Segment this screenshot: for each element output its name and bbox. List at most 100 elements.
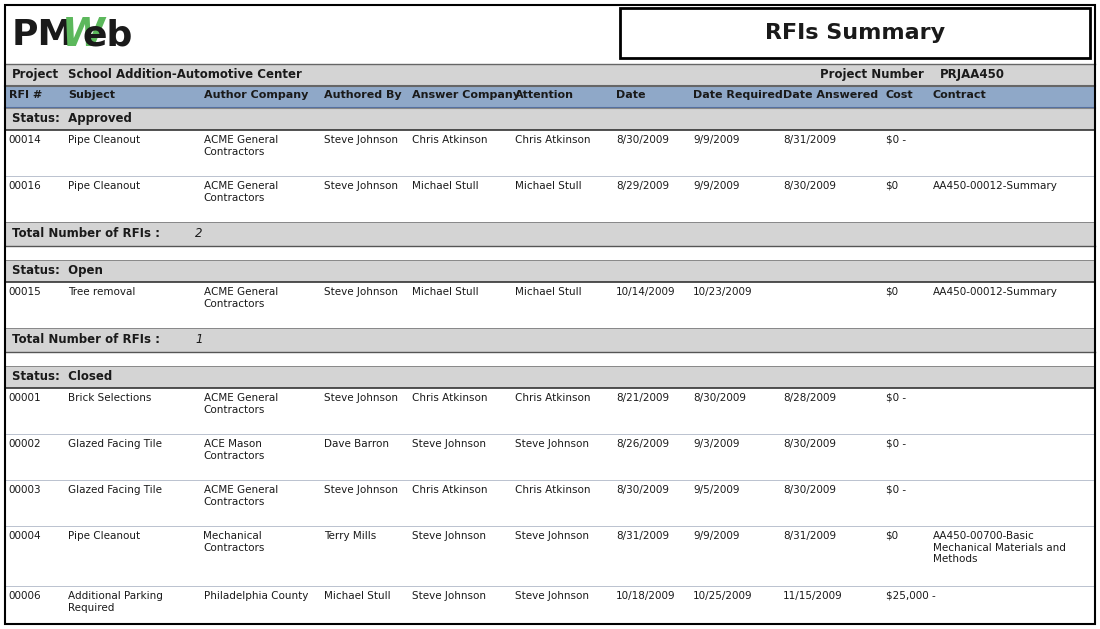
- Text: 9/9/2009: 9/9/2009: [693, 181, 739, 191]
- Text: Glazed Facing Tile: Glazed Facing Tile: [68, 485, 162, 495]
- Bar: [6, 526, 1094, 586]
- Bar: [6, 352, 1094, 366]
- Text: Steve Johnson: Steve Johnson: [324, 287, 398, 297]
- Text: Answer Company: Answer Company: [412, 90, 520, 100]
- Text: Steve Johnson: Steve Johnson: [515, 531, 589, 541]
- Bar: [6, 130, 1094, 176]
- Bar: [6, 480, 1094, 526]
- Bar: [6, 246, 1094, 260]
- Text: Michael Stull: Michael Stull: [515, 287, 582, 297]
- Text: PM: PM: [12, 18, 75, 52]
- Bar: [6, 586, 1094, 629]
- Text: AA450-00012-Summary: AA450-00012-Summary: [933, 181, 1058, 191]
- Text: RFIs Summary: RFIs Summary: [764, 23, 945, 43]
- Text: Status:  Closed: Status: Closed: [12, 370, 112, 383]
- Text: 8/30/2009: 8/30/2009: [783, 181, 836, 191]
- Text: Pipe Cleanout: Pipe Cleanout: [68, 181, 141, 191]
- Text: Additional Parking
Required: Additional Parking Required: [68, 591, 163, 613]
- Text: PRJAA450: PRJAA450: [940, 68, 1005, 81]
- Text: Total Number of RFIs :: Total Number of RFIs :: [12, 227, 159, 240]
- Text: Pipe Cleanout: Pipe Cleanout: [68, 135, 141, 145]
- Text: ACME General
Contractors: ACME General Contractors: [204, 181, 277, 203]
- Text: Brick Selections: Brick Selections: [68, 393, 152, 403]
- Bar: [6, 108, 1094, 130]
- Text: Tree removal: Tree removal: [68, 287, 135, 297]
- Bar: [6, 176, 1094, 222]
- Text: 8/30/2009: 8/30/2009: [616, 135, 669, 145]
- Text: Chris Atkinson: Chris Atkinson: [412, 135, 488, 145]
- Text: Steve Johnson: Steve Johnson: [324, 135, 398, 145]
- Text: ACME General
Contractors: ACME General Contractors: [204, 135, 277, 157]
- Text: 10/25/2009: 10/25/2009: [693, 591, 752, 601]
- Text: 9/3/2009: 9/3/2009: [693, 439, 739, 449]
- Text: ACME General
Contractors: ACME General Contractors: [204, 287, 277, 309]
- Text: Dave Barron: Dave Barron: [324, 439, 389, 449]
- Bar: [6, 328, 1094, 352]
- Text: $0 -: $0 -: [886, 393, 905, 403]
- Text: Date Answered: Date Answered: [783, 90, 878, 100]
- Text: 8/26/2009: 8/26/2009: [616, 439, 669, 449]
- Text: 8/31/2009: 8/31/2009: [783, 135, 836, 145]
- Text: Steve Johnson: Steve Johnson: [412, 439, 486, 449]
- Bar: [6, 86, 1094, 108]
- Text: Steve Johnson: Steve Johnson: [412, 591, 486, 601]
- Text: Steve Johnson: Steve Johnson: [412, 531, 486, 541]
- Bar: [620, 8, 1090, 58]
- Bar: [6, 388, 1094, 434]
- Text: 10/23/2009: 10/23/2009: [693, 287, 752, 297]
- Text: $0 -: $0 -: [886, 485, 905, 495]
- Text: Glazed Facing Tile: Glazed Facing Tile: [68, 439, 162, 449]
- Text: $25,000 -: $25,000 -: [886, 591, 935, 601]
- Text: W: W: [62, 16, 104, 54]
- Text: ACME General
Contractors: ACME General Contractors: [204, 485, 277, 506]
- Text: RFI #: RFI #: [9, 90, 42, 100]
- Text: 9/5/2009: 9/5/2009: [693, 485, 739, 495]
- Text: 00006: 00006: [9, 591, 42, 601]
- Text: Steve Johnson: Steve Johnson: [324, 181, 398, 191]
- Text: 10/14/2009: 10/14/2009: [616, 287, 675, 297]
- Text: Steve Johnson: Steve Johnson: [324, 485, 398, 495]
- Text: 8/30/2009: 8/30/2009: [783, 439, 836, 449]
- Bar: [6, 64, 1094, 86]
- Text: Chris Atkinson: Chris Atkinson: [412, 393, 488, 403]
- Text: Authored By: Authored By: [324, 90, 403, 100]
- Text: AA450-00700-Basic
Mechanical Materials and
Methods: AA450-00700-Basic Mechanical Materials a…: [933, 531, 1066, 564]
- Text: 00002: 00002: [9, 439, 42, 449]
- Text: 11/15/2009: 11/15/2009: [783, 591, 843, 601]
- Text: 00016: 00016: [9, 181, 42, 191]
- Text: School Addition-Automotive Center: School Addition-Automotive Center: [68, 68, 301, 81]
- Text: Pipe Cleanout: Pipe Cleanout: [68, 531, 141, 541]
- Text: Contract: Contract: [933, 90, 987, 100]
- Text: 8/30/2009: 8/30/2009: [616, 485, 669, 495]
- Text: Michael Stull: Michael Stull: [412, 287, 480, 297]
- Text: $0 -: $0 -: [886, 135, 905, 145]
- Text: Michael Stull: Michael Stull: [324, 591, 392, 601]
- Text: $0: $0: [886, 531, 899, 541]
- Text: Project Number: Project Number: [820, 68, 924, 81]
- Bar: [6, 222, 1094, 246]
- Text: 00004: 00004: [9, 531, 42, 541]
- Text: 10/18/2009: 10/18/2009: [616, 591, 675, 601]
- Text: Subject: Subject: [68, 90, 116, 100]
- Text: Chris Atkinson: Chris Atkinson: [515, 135, 591, 145]
- Text: 00015: 00015: [9, 287, 42, 297]
- Text: $0: $0: [886, 287, 899, 297]
- Text: $0: $0: [886, 181, 899, 191]
- Text: Philadelphia County: Philadelphia County: [204, 591, 308, 601]
- Text: Terry Mills: Terry Mills: [324, 531, 376, 541]
- Text: 00014: 00014: [9, 135, 42, 145]
- Text: ACE Mason
Contractors: ACE Mason Contractors: [204, 439, 265, 460]
- Text: 8/29/2009: 8/29/2009: [616, 181, 669, 191]
- Text: eb: eb: [82, 18, 133, 52]
- Text: Michael Stull: Michael Stull: [412, 181, 480, 191]
- Text: 8/30/2009: 8/30/2009: [693, 393, 746, 403]
- Bar: [6, 366, 1094, 388]
- Text: Author Company: Author Company: [204, 90, 308, 100]
- Text: Steve Johnson: Steve Johnson: [324, 393, 398, 403]
- Text: Date Required: Date Required: [693, 90, 783, 100]
- Text: 8/30/2009: 8/30/2009: [783, 485, 836, 495]
- Text: 1: 1: [195, 333, 202, 346]
- Bar: [6, 434, 1094, 480]
- Text: 00001: 00001: [9, 393, 42, 403]
- Text: 9/9/2009: 9/9/2009: [693, 135, 739, 145]
